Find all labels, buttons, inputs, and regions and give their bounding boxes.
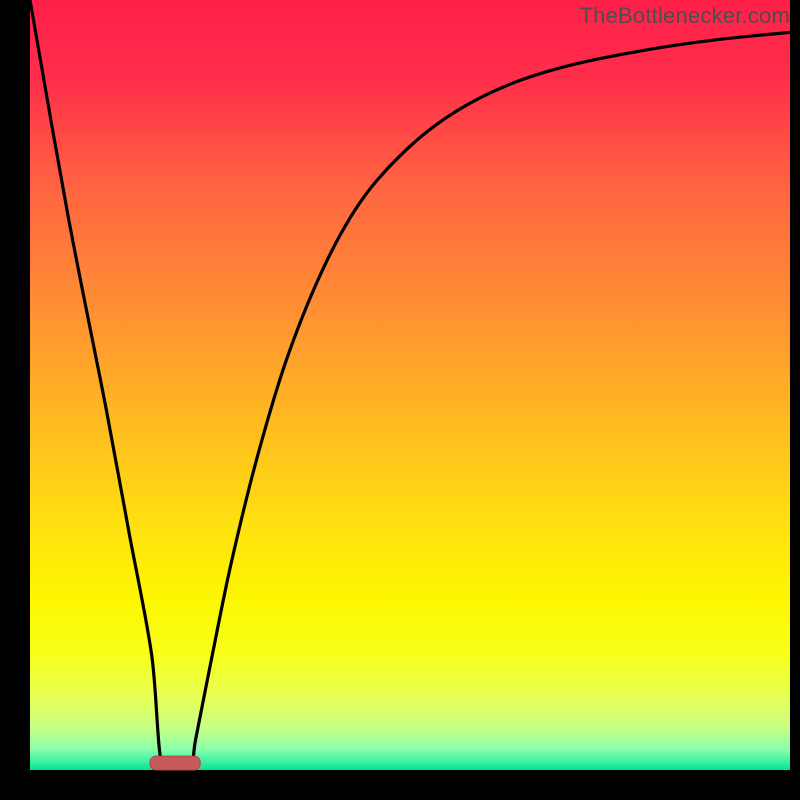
chart-svg [0,0,800,800]
chart-plot-area [30,0,790,770]
bottleneck-chart: TheBottlenecker.com [0,0,800,800]
optimal-marker [150,756,200,770]
